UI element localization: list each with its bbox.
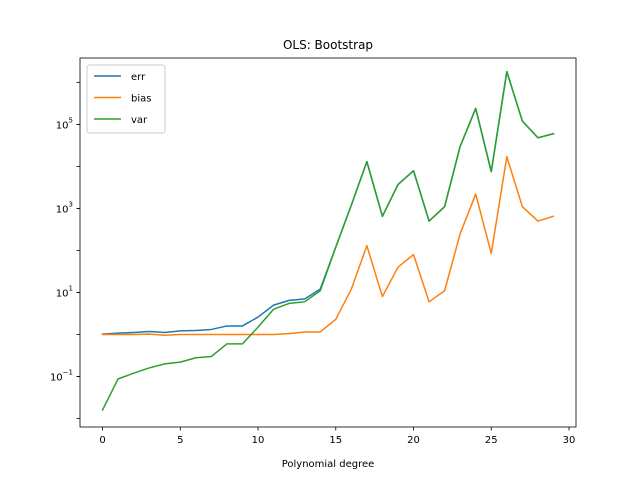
y-tick-label: 103 — [56, 200, 73, 215]
x-tick-label: 5 — [177, 435, 183, 446]
y-tick-label: 10−1 — [50, 369, 73, 384]
x-tick-label: 30 — [563, 435, 576, 446]
legend-label-err: err — [131, 72, 146, 83]
chart-title: OLS: Bootstrap — [283, 38, 373, 52]
legend: err bias var — [86, 64, 166, 134]
legend-label-var: var — [131, 115, 148, 126]
series-line-var — [101, 70, 555, 411]
plot-area — [101, 70, 555, 411]
x-tick-label: 20 — [407, 435, 420, 446]
x-tick-label: 25 — [485, 435, 498, 446]
axes: 0 5 10 15 20 25 30 10−1 101 103 105 — [50, 57, 577, 446]
legend-frame — [86, 64, 166, 134]
y-tick-label: 101 — [56, 284, 73, 299]
series-line-bias — [101, 155, 555, 337]
x-axis-title: Polynomial degree — [282, 459, 375, 470]
x-tick-label: 15 — [329, 435, 342, 446]
y-tick-label: 105 — [56, 116, 73, 131]
axes-frame — [79, 57, 577, 428]
x-tick-label: 10 — [252, 435, 265, 446]
x-tick-label: 0 — [99, 435, 105, 446]
legend-label-bias: bias — [131, 94, 151, 105]
